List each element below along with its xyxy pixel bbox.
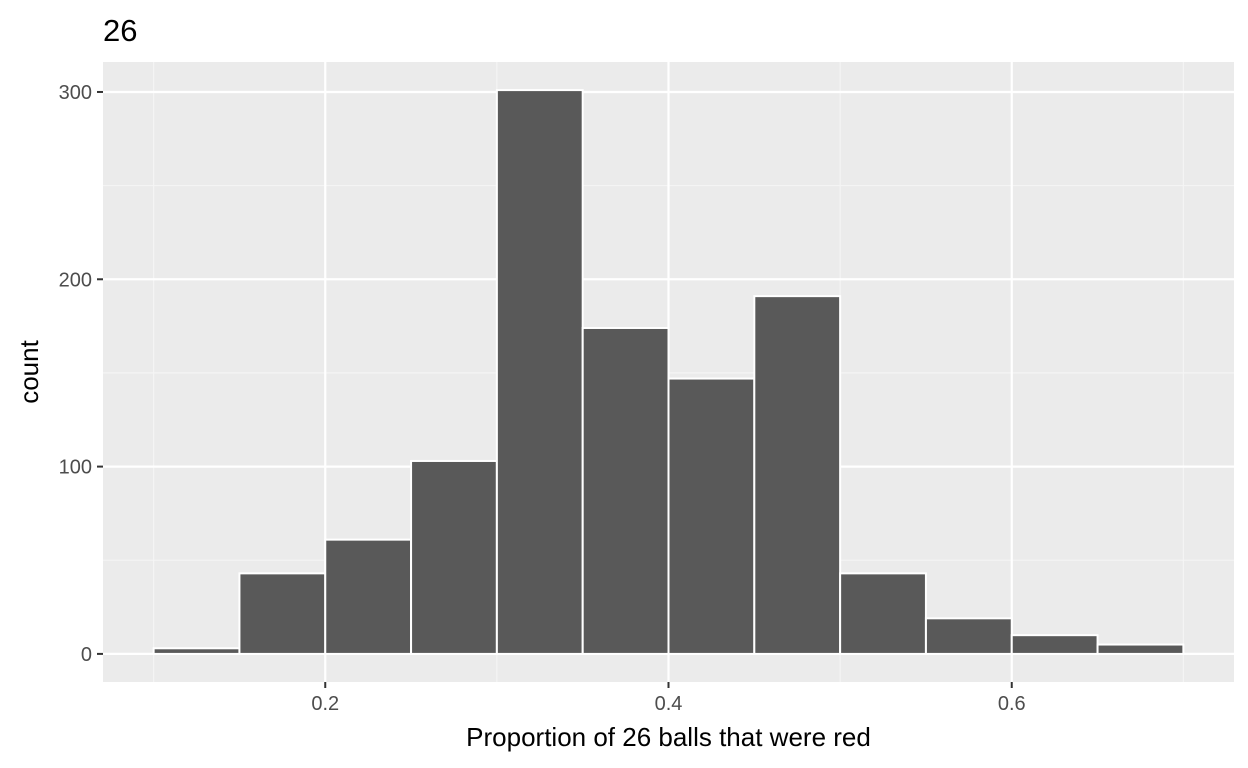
y-axis: 0 100 200 300 [59,82,103,666]
chart-title: 26 [103,13,137,48]
histogram-bar [1096,643,1185,655]
x-tick-label: 0.2 [311,693,339,715]
x-tick-label: 0.4 [655,693,683,715]
x-axis-title: Proportion of 26 balls that were red [466,722,871,752]
histogram-bar [410,459,498,655]
histogram-bar [924,617,1013,655]
histogram-bar [667,377,756,655]
y-tick-label: 300 [59,82,92,104]
histogram-bars [152,89,1185,655]
histogram-bar [753,295,842,655]
x-tick-label: 0.6 [998,693,1026,715]
histogram-bar [1010,634,1099,655]
y-axis-title: count [14,339,44,403]
x-axis: 0.2 0.4 0.6 [311,682,1026,715]
y-tick-label: 200 [59,269,92,291]
histogram-bar [581,326,670,655]
y-tick-label: 0 [81,644,92,666]
histogram-bar [839,572,927,655]
histogram-bar [495,89,584,655]
histogram-bar [152,647,241,655]
y-tick-label: 100 [59,457,92,479]
histogram-bar [238,572,327,655]
histogram-bar [324,538,413,655]
